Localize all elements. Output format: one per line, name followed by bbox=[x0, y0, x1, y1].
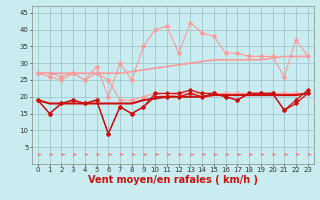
X-axis label: Vent moyen/en rafales ( km/h ): Vent moyen/en rafales ( km/h ) bbox=[88, 175, 258, 185]
